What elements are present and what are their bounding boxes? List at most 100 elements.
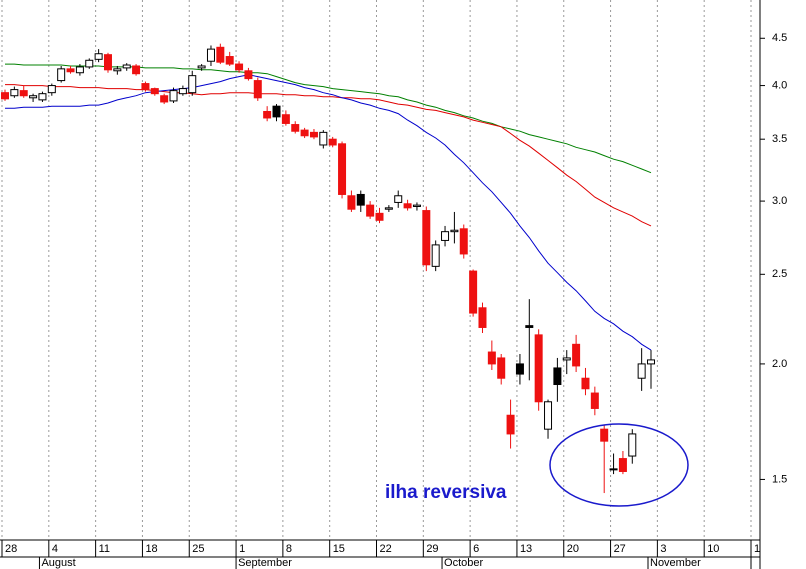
candle-body	[572, 343, 581, 367]
candle-body	[75, 66, 84, 74]
candle-body	[469, 270, 478, 314]
candle-body	[29, 95, 38, 99]
x-tick-label: 4	[52, 543, 58, 555]
candle-body	[637, 363, 646, 379]
candle-body	[422, 210, 431, 266]
candle-body	[506, 414, 515, 435]
overlays	[5, 63, 652, 351]
candle-body	[141, 83, 150, 91]
candle-body	[57, 68, 66, 82]
candle-body	[244, 70, 253, 80]
candle-body	[47, 85, 56, 94]
candle-body	[103, 54, 112, 71]
candle-body	[487, 351, 496, 365]
candle-body	[178, 88, 187, 95]
candle-body	[600, 428, 609, 442]
x-tick-label: 28	[5, 543, 17, 555]
candle-body	[441, 231, 450, 241]
annotation: ilha reversiva	[385, 482, 507, 503]
candle-body	[19, 90, 28, 97]
y-tick-label: 3.5	[772, 133, 787, 145]
candle-body	[1, 92, 9, 100]
y-tick-label: 4.5	[772, 32, 787, 44]
x-axis: 28 August 4 11 18 25 1 September 8 15 22 29 October 6…	[1, 540, 760, 569]
x-tick-label: 18	[145, 543, 157, 555]
candle-body	[122, 64, 131, 69]
candle-body	[412, 204, 421, 207]
candle-body	[618, 458, 627, 472]
x-tick-label: 1	[239, 543, 245, 555]
candle-body	[300, 129, 309, 137]
candle-body	[328, 138, 337, 146]
candle-body	[628, 433, 637, 457]
x-tick-label: 20	[567, 543, 579, 555]
x-tick-label: 22	[380, 543, 392, 555]
x-tick-label: 13	[520, 543, 532, 555]
candle-body	[553, 367, 562, 386]
y-axis: 1.5 2.0 2.5 3.0 3.5 4.0 4.5	[760, 32, 787, 485]
month-label: August	[41, 557, 75, 569]
candle-body	[281, 114, 290, 124]
candle-body	[403, 203, 412, 209]
candle-body	[206, 48, 215, 62]
candle-body	[384, 207, 393, 210]
candle-body	[309, 131, 318, 138]
candle-body	[347, 195, 356, 210]
candle-body	[459, 228, 468, 255]
candle-body	[113, 68, 122, 72]
month-label: November	[650, 557, 701, 569]
x-tick-label: 27	[614, 543, 626, 555]
candle-body	[253, 80, 262, 99]
candle-body	[590, 392, 599, 409]
x-tick-label: 29	[426, 543, 438, 555]
grid	[1, 0, 752, 540]
y-tick-label: 2.0	[772, 358, 787, 370]
x-tick-label: 3	[660, 543, 666, 555]
candle-body	[525, 325, 534, 328]
x-tick-label: 15	[333, 543, 345, 555]
y-tick-label: 1.5	[772, 473, 787, 485]
candle-body	[562, 357, 571, 361]
candle-body	[478, 307, 487, 328]
candle-body	[235, 63, 244, 71]
candle-body	[85, 59, 94, 68]
candle-body	[647, 359, 656, 365]
candle-body	[450, 229, 459, 233]
x-tick-label: 11	[99, 543, 110, 555]
candles	[1, 43, 656, 494]
candle-body	[225, 56, 234, 65]
month-label: September	[238, 557, 292, 569]
candle-body	[197, 65, 206, 69]
candle-body	[366, 204, 375, 217]
candle-body	[188, 75, 197, 94]
candle-body	[169, 90, 178, 102]
candle-body	[534, 334, 543, 403]
candle-body	[544, 401, 553, 430]
candle-body	[38, 93, 47, 101]
candle-body	[94, 53, 103, 60]
candle-body	[515, 363, 524, 375]
candle-body	[431, 244, 440, 267]
y-tick-label: 4.0	[772, 79, 787, 91]
candle-body	[272, 105, 281, 118]
candle-body	[160, 95, 169, 103]
candle-body	[581, 377, 590, 390]
candle-body	[356, 193, 365, 206]
candle-body	[132, 65, 141, 75]
candle-body	[375, 212, 384, 221]
candle-body	[150, 88, 159, 95]
candle-body	[319, 131, 328, 146]
moving-average	[5, 84, 652, 227]
moving-average	[5, 74, 652, 351]
candle-body	[10, 89, 19, 97]
moving-average	[5, 63, 652, 174]
candle-body	[66, 68, 75, 73]
candle-body	[216, 46, 225, 63]
y-tick-label: 2.5	[772, 268, 787, 280]
candle-body	[291, 124, 300, 132]
y-tick-label: 3.0	[772, 195, 787, 207]
candle-body	[497, 357, 506, 379]
